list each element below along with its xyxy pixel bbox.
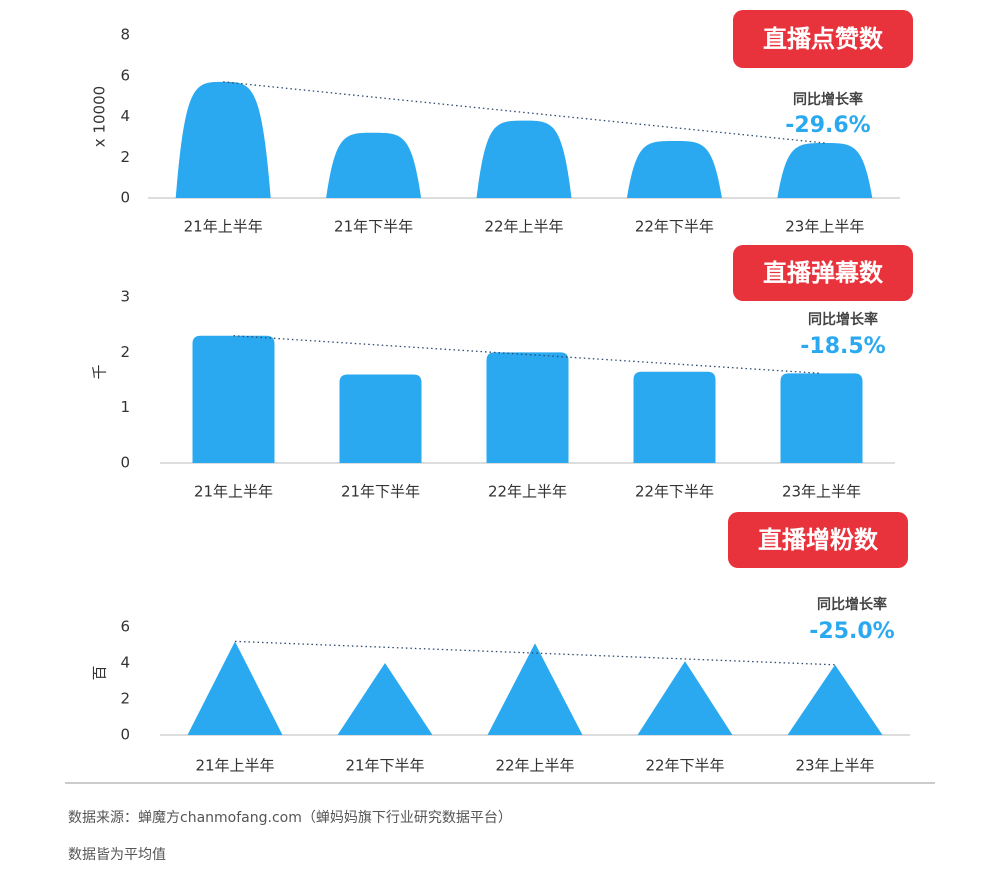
y-tick-label: 3 — [120, 288, 130, 306]
y-tick-label: 8 — [120, 26, 130, 44]
bar — [337, 663, 433, 735]
y-tick-label: 0 — [120, 454, 130, 472]
x-tick-label: 22年下半年 — [635, 483, 714, 501]
y-tick-label: 1 — [120, 398, 130, 416]
y-tick-label: 4 — [120, 654, 130, 672]
x-tick-label: 23年上半年 — [785, 218, 864, 236]
x-tick-label: 22年下半年 — [645, 757, 724, 775]
footer-note: 数据皆为平均值 — [68, 847, 166, 863]
title-badge — [733, 10, 913, 68]
bar — [339, 374, 422, 463]
y-tick-label: 2 — [120, 690, 130, 708]
y-axis-label: 千 — [91, 364, 109, 379]
x-tick-label: 21年下半年 — [334, 218, 413, 236]
bar — [780, 373, 863, 463]
bar — [787, 664, 883, 735]
x-tick-label: 21年上半年 — [195, 757, 274, 775]
y-tick-label: 6 — [120, 618, 130, 636]
bar — [633, 371, 716, 463]
bar — [187, 641, 283, 735]
x-tick-label: 21年下半年 — [345, 757, 424, 775]
chart-title: 直播点赞数 — [763, 25, 884, 53]
y-tick-label: 0 — [120, 189, 130, 207]
bar — [476, 120, 572, 198]
annotation-label: 同比增长率 — [808, 311, 878, 328]
y-tick-label: 2 — [120, 148, 130, 166]
chart-title: 直播弹幕数 — [763, 259, 884, 287]
x-tick-label: 21年上半年 — [194, 483, 273, 501]
bar — [637, 661, 733, 735]
bar — [486, 352, 569, 463]
annotation-value: -25.0% — [809, 619, 894, 644]
footer-source: 数据来源：蝉魔方chanmofang.com（蝉妈妈旗下行业研究数据平台） — [68, 810, 512, 826]
y-axis-label: x 10000 — [91, 86, 109, 147]
x-tick-label: 23年上半年 — [782, 483, 861, 501]
trend-line — [223, 81, 825, 144]
x-tick-label: 22年上半年 — [484, 218, 563, 236]
bar — [487, 643, 583, 735]
x-tick-label: 22年下半年 — [635, 218, 714, 236]
bar — [192, 335, 275, 463]
y-tick-label: 2 — [120, 343, 130, 361]
x-tick-label: 22年上半年 — [495, 757, 574, 775]
title-badge — [728, 512, 908, 568]
annotation-label: 同比增长率 — [793, 91, 863, 108]
bar — [626, 140, 722, 198]
x-tick-label: 21年上半年 — [184, 218, 263, 236]
x-tick-label: 22年上半年 — [488, 483, 567, 501]
annotation-value: -29.6% — [785, 113, 870, 138]
y-axis-label: 百 — [91, 665, 109, 680]
x-tick-label: 21年下半年 — [341, 483, 420, 501]
bar — [326, 132, 422, 198]
trend-line — [234, 640, 836, 666]
trend-line — [233, 335, 822, 375]
annotation-label: 同比增长率 — [817, 596, 887, 613]
chart-title: 直播增粉数 — [758, 526, 879, 554]
annotation-value: -18.5% — [800, 334, 885, 359]
y-tick-label: 6 — [120, 66, 130, 84]
bar — [777, 142, 873, 198]
title-badge — [733, 245, 913, 301]
bar — [175, 81, 271, 198]
y-tick-label: 4 — [120, 107, 130, 125]
y-tick-label: 0 — [120, 726, 130, 744]
x-tick-label: 23年上半年 — [795, 757, 874, 775]
